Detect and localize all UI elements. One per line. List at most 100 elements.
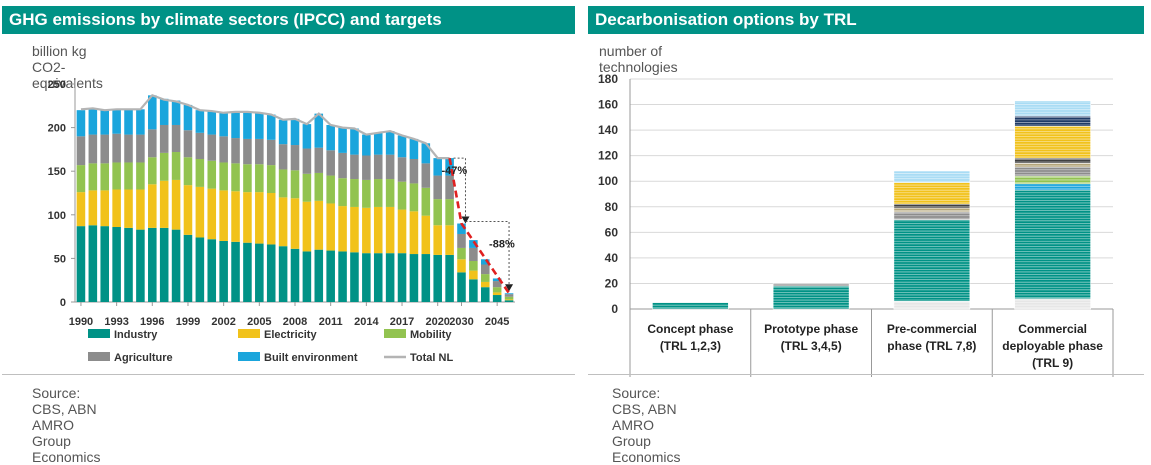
bar-segment-electricity [255, 192, 264, 244]
bar-segment [893, 182, 971, 205]
category-label: phase (TRL 7,8) [887, 339, 976, 353]
bar-segment-mobility [207, 160, 217, 189]
bar-segment-agriculture [350, 154, 359, 180]
bar-segment [1014, 157, 1091, 164]
trl-chart: 0 20 40 60 80 100 120 140 160 180 Concept phase (TR… [598, 72, 1114, 377]
bar-segment-built-environment [492, 278, 502, 282]
bar-segment-agriculture [457, 233, 466, 248]
right-separator [588, 374, 1144, 375]
annotation-bracket-47 [453, 157, 466, 220]
bar-segment-agriculture [326, 150, 335, 176]
bar-segment-agriculture [290, 145, 300, 171]
bar-segment-agriculture [124, 134, 133, 163]
left-source-note: Source: CBS, ABN AMRO Group Economics [32, 385, 101, 465]
bar-segment-industry [159, 227, 169, 302]
bar-segment-mobility [290, 170, 300, 199]
bar-segment-mobility [183, 157, 193, 186]
bar-segment-electricity [231, 191, 240, 242]
y-tick-label: 160 [598, 98, 618, 112]
bar-segment-industry [302, 251, 312, 302]
right-chart-unit-label: number of technologies [599, 43, 678, 75]
right-source-note: Source: CBS, ABN AMRO Group Economics [612, 385, 681, 465]
bar-segment-built-environment [480, 259, 490, 265]
bar-segment-mobility [266, 165, 276, 193]
category-label: (TRL 3,4,5) [781, 339, 842, 353]
bar-segment-built-environment [159, 98, 169, 125]
bar-segment-electricity [480, 281, 490, 288]
annotation-arrow-88 [505, 284, 514, 292]
bar-segment-agriculture [231, 138, 240, 164]
annotation-label-88: -88% [489, 239, 515, 251]
bar-segment-mobility [385, 179, 395, 207]
bar-segment-mobility [373, 179, 383, 207]
bar-segment-agriculture [255, 138, 264, 165]
bar-segment-industry [255, 243, 264, 302]
y-tick-label: 120 [598, 149, 618, 163]
bar-segment-mobility [326, 175, 335, 204]
bar-segment-agriculture [76, 136, 86, 166]
bar-segment-agriculture [207, 134, 217, 161]
bar-segment-electricity [124, 189, 133, 228]
bar-segment-industry [338, 251, 347, 302]
annotation-bracket-88 [465, 221, 510, 290]
bar-segment-built-environment [385, 131, 395, 155]
bar-segment-mobility [397, 181, 407, 210]
bar-segment-built-environment [112, 109, 121, 134]
bar-segment-built-environment [469, 240, 478, 248]
bar-segment-mobility [302, 173, 312, 202]
bar-segment-industry [195, 237, 205, 302]
bar-segment-built-environment [362, 134, 371, 156]
bar-segment-agriculture [278, 144, 288, 170]
bar-segment-electricity [243, 192, 252, 243]
y-tick-label: 20 [605, 276, 619, 290]
bar-segment-built-environment [457, 223, 466, 234]
bar-segment-agriculture [136, 134, 145, 163]
bar-segment-agriculture [338, 152, 347, 179]
bar-segment-industry [136, 229, 145, 302]
bar-segment-built-environment [409, 138, 419, 159]
annotation-arrow-47 [461, 216, 470, 224]
bar-segment-industry [397, 253, 407, 302]
y-tick-label: 80 [605, 200, 619, 214]
y-tick-label: 100 [48, 210, 66, 222]
bar-segment-agriculture [445, 175, 454, 200]
bar-segment-built-environment [255, 112, 264, 139]
bar-segment-mobility [504, 296, 514, 300]
bar-segment-electricity [266, 193, 276, 245]
category-label: Commercial [1018, 322, 1087, 336]
bar-segment-electricity [492, 292, 502, 296]
bar-segment-electricity [207, 188, 217, 240]
bar-segment-mobility [314, 172, 324, 201]
x-tick-label: 2008 [283, 316, 307, 328]
bar-segment-electricity [373, 206, 383, 254]
bar-segment-mobility [112, 162, 121, 190]
bar-segment-industry [445, 254, 454, 302]
bar-segment-electricity [290, 198, 300, 249]
x-tick-label: 2002 [211, 316, 235, 328]
bar-segment-electricity [469, 270, 478, 280]
legend-label: Electricity [264, 329, 317, 341]
bar-segment-mobility [219, 162, 228, 191]
bar-segment [893, 203, 971, 209]
y-tick-label: 40 [605, 251, 619, 265]
y-tick-label: 200 [48, 123, 66, 135]
category-label: Pre-commercial [887, 322, 977, 336]
bar-segment-electricity [136, 189, 145, 230]
target-path-line [448, 157, 511, 295]
bar-segment-electricity [159, 180, 169, 228]
bar-segment-electricity [278, 197, 288, 247]
bar-segment-mobility [362, 179, 371, 208]
bar-segment-industry [124, 227, 133, 302]
y-tick-label: 180 [598, 72, 618, 86]
x-tick-label: 2017 [390, 316, 414, 328]
bar-segment [652, 302, 729, 310]
y-tick-label: 0 [611, 302, 618, 316]
bar-segment-agriculture [421, 163, 431, 188]
bar-segment-electricity [148, 184, 157, 228]
bar-segment-industry [362, 253, 371, 302]
legend-swatch-built-environment [238, 352, 260, 361]
bar-segment-electricity [362, 207, 371, 254]
bar-segment-industry [409, 254, 419, 302]
bar-segment-built-environment [231, 111, 240, 139]
bar-segment-agriculture [148, 129, 157, 158]
